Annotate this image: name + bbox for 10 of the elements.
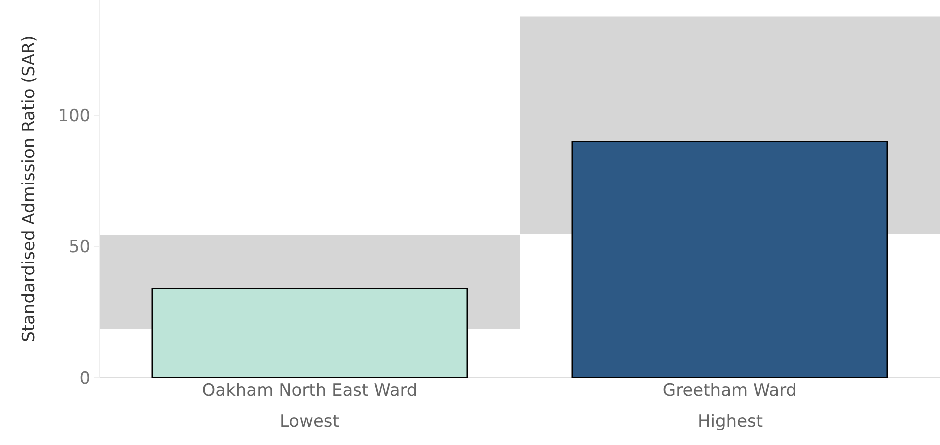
y-tick-label: 0	[80, 368, 91, 389]
y-tick-label: 100	[58, 106, 91, 126]
bar	[572, 141, 888, 378]
x-tick-label: Greetham Ward	[662, 381, 798, 401]
text: Highest	[698, 412, 764, 432]
text: Lowest	[280, 412, 340, 432]
y-axis-title: Standardised Admission Ratio (SAR)	[20, 36, 40, 342]
x-tick-label: Oakham North East Ward	[202, 381, 418, 401]
bar	[152, 288, 468, 378]
y-tick-label: 50	[68, 238, 91, 258]
